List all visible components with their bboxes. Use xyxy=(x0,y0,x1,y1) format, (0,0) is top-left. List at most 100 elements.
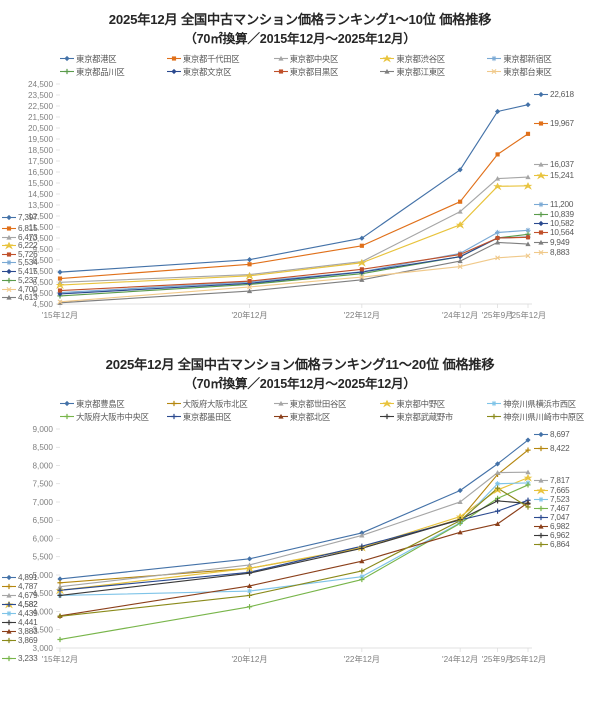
series-start-label: 5,534 xyxy=(2,258,38,267)
svg-text:'22年12月: '22年12月 xyxy=(344,310,380,320)
series-end-label: 7,817 xyxy=(534,476,570,485)
legend-item[interactable]: 東京都目黒区 xyxy=(273,66,381,78)
chart-bottom-subtitle: （70㎡換算／2015年12月〜2025年12月） xyxy=(184,377,416,392)
legend-item[interactable]: 東京都港区 xyxy=(60,53,167,65)
svg-text:'20年12月: '20年12月 xyxy=(231,310,267,320)
legend-marker-icon xyxy=(380,399,395,410)
series-start-label: 3,233 xyxy=(2,654,38,663)
svg-text:18,500: 18,500 xyxy=(28,146,53,155)
series-start-value: 6,815 xyxy=(18,224,38,234)
legend-marker-icon xyxy=(487,412,502,423)
legend-item[interactable]: 東京都世田谷区 xyxy=(273,398,381,410)
series-start-value: 4,891 xyxy=(18,573,38,583)
series-start-label: 3,869 xyxy=(2,636,38,645)
svg-text:'15年12月: '15年12月 xyxy=(42,654,78,664)
legend-item[interactable]: 東京都中央区 xyxy=(273,53,381,65)
series-start-label: 4,439 xyxy=(2,609,38,618)
series-start-marker-icon xyxy=(2,600,16,609)
svg-text:5,000: 5,000 xyxy=(33,571,54,580)
legend-item[interactable]: 東京都武蔵野市 xyxy=(380,411,487,423)
series-end-value: 7,665 xyxy=(550,486,570,496)
legend-item[interactable]: 東京都品川区 xyxy=(60,66,167,78)
legend-label: 東京都北区 xyxy=(289,412,331,423)
svg-text:9,000: 9,000 xyxy=(33,425,54,434)
series-end-marker-icon xyxy=(534,171,548,180)
series-start-marker-icon xyxy=(2,609,16,618)
series-end-marker-icon xyxy=(534,531,548,540)
series-end-label: 8,883 xyxy=(534,248,570,257)
series-end-value: 11,200 xyxy=(550,200,574,210)
series-start-value: 5,726 xyxy=(18,250,38,260)
series-end-label: 10,839 xyxy=(534,210,574,219)
series-start-marker-icon xyxy=(2,591,16,600)
legend-item[interactable]: 大阪府大阪市北区 xyxy=(166,398,274,410)
series-start-marker-icon xyxy=(2,293,16,302)
series-start-marker-icon xyxy=(2,213,16,222)
svg-text:'25年9月: '25年9月 xyxy=(482,654,514,664)
series-end-label: 7,523 xyxy=(534,495,570,504)
legend-marker-icon xyxy=(273,67,288,78)
legend-item[interactable]: 東京都渋谷区 xyxy=(380,53,487,65)
legend-item[interactable]: 大阪府大阪市中央区 xyxy=(60,411,167,423)
legend-item[interactable]: 神奈川県川崎市中原区 xyxy=(487,411,594,423)
series-end-value: 19,967 xyxy=(550,119,574,129)
svg-text:'25年9月: '25年9月 xyxy=(482,310,514,320)
legend-label: 東京都武蔵野市 xyxy=(396,412,453,423)
legend-label: 大阪府大阪市中央区 xyxy=(76,412,149,423)
series-start-value: 4,679 xyxy=(18,591,38,601)
series-end-value: 6,864 xyxy=(550,540,570,550)
legend-item[interactable]: 東京都文京区 xyxy=(166,66,274,78)
legend-item[interactable]: 東京都千代田区 xyxy=(166,53,274,65)
legend-label: 東京都台東区 xyxy=(503,67,552,78)
series-end-value: 8,422 xyxy=(550,444,570,454)
series-start-label: 7,397 xyxy=(2,213,38,222)
svg-text:5,500: 5,500 xyxy=(33,289,54,298)
svg-text:12,500: 12,500 xyxy=(28,212,53,221)
series-start-marker-icon xyxy=(2,285,16,294)
svg-text:7,500: 7,500 xyxy=(33,480,54,489)
svg-text:20,500: 20,500 xyxy=(28,124,53,133)
legend-marker-icon xyxy=(166,412,181,423)
legend-marker-icon xyxy=(380,412,395,423)
chart-top-subtitle: （70㎡換算／2015年12月〜2025年12月） xyxy=(184,32,416,47)
legend-item[interactable]: 東京都豊島区 xyxy=(60,398,167,410)
legend-item[interactable]: 東京都台東区 xyxy=(487,66,594,78)
series-end-marker-icon xyxy=(534,513,548,522)
svg-text:22,500: 22,500 xyxy=(28,102,53,111)
legend-label: 東京都品川区 xyxy=(76,67,125,78)
series-end-label: 7,665 xyxy=(534,486,570,495)
series-start-label: 5,726 xyxy=(2,250,38,259)
series-start-value: 6,473 xyxy=(18,233,38,243)
legend-item[interactable]: 東京都墨田区 xyxy=(166,411,274,423)
series-end-marker-icon xyxy=(534,119,548,128)
series-start-value: 4,439 xyxy=(18,609,38,619)
series-start-label: 4,700 xyxy=(2,285,38,294)
series-end-marker-icon xyxy=(534,160,548,169)
svg-text:8,000: 8,000 xyxy=(33,462,54,471)
chart-bottom-title: 2025年12月 全国中古マンション価格ランキング11〜20位 価格推移 xyxy=(105,357,495,372)
series-end-label: 9,949 xyxy=(534,238,570,247)
series-end-value: 9,949 xyxy=(550,238,570,248)
svg-text:4,000: 4,000 xyxy=(33,608,54,617)
series-end-label: 22,618 xyxy=(534,90,574,99)
legend-label: 大阪府大阪市北区 xyxy=(182,399,248,410)
series-start-marker-icon xyxy=(2,627,16,636)
legend-marker-icon xyxy=(166,54,181,65)
svg-text:6,000: 6,000 xyxy=(33,535,54,544)
legend-label: 東京都世田谷区 xyxy=(289,399,347,410)
series-end-marker-icon xyxy=(534,486,548,495)
series-start-label: 4,787 xyxy=(2,582,38,591)
series-start-marker-icon xyxy=(2,573,16,582)
series-start-value: 4,700 xyxy=(18,285,38,295)
series-end-value: 7,047 xyxy=(550,513,570,523)
svg-text:'22年12月: '22年12月 xyxy=(344,654,380,664)
series-end-label: 7,467 xyxy=(534,504,570,513)
series-end-marker-icon xyxy=(534,504,548,513)
legend-item[interactable]: 東京都北区 xyxy=(273,411,381,423)
legend-item[interactable]: 東京都江東区 xyxy=(380,66,487,78)
legend-item[interactable]: 神奈川県横浜市西区 xyxy=(487,398,594,410)
legend-item[interactable]: 東京都新宿区 xyxy=(487,53,594,65)
series-start-label: 4,441 xyxy=(2,618,38,627)
legend-item[interactable]: 東京都中野区 xyxy=(380,398,487,410)
svg-text:15,500: 15,500 xyxy=(28,179,53,188)
